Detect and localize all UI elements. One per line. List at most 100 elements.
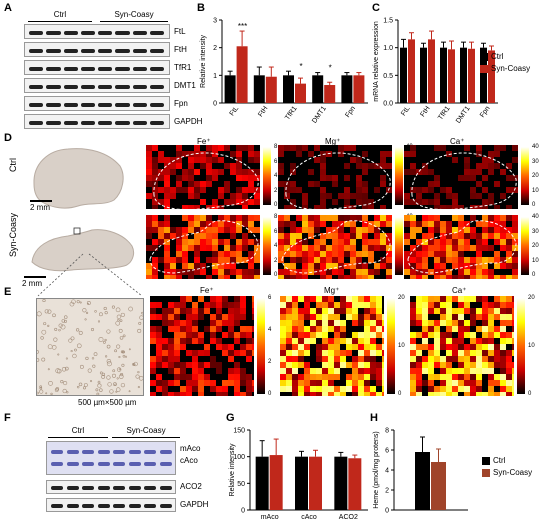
map-pixel [316, 326, 322, 332]
map-pixel [146, 269, 152, 275]
map-pixel [210, 320, 216, 326]
map-pixel [188, 175, 194, 181]
tissue-cell [63, 315, 68, 319]
map-pixel [458, 233, 464, 239]
map-pixel [320, 199, 326, 205]
blot-band [46, 84, 61, 89]
map-pixel [248, 251, 254, 257]
map-pixel [404, 251, 410, 257]
map-pixel [356, 275, 362, 279]
map-pixel [352, 368, 358, 374]
map-pixel [218, 187, 224, 193]
map-pixel [188, 181, 194, 187]
map-pixel [506, 392, 512, 396]
map-pixel [410, 269, 416, 275]
map-pixel [340, 338, 346, 344]
map-pixel [180, 302, 186, 308]
y-tick-label: 0 [385, 508, 389, 515]
map-pixel [500, 320, 506, 326]
map-pixel [278, 245, 284, 251]
map-pixel [470, 314, 476, 320]
map-pixel [382, 326, 384, 332]
map-pixel [298, 338, 304, 344]
tissue-cell [138, 376, 144, 381]
map-pixel [280, 380, 286, 386]
map-pixel [440, 362, 446, 368]
blot-band [51, 504, 63, 508]
map-pixel [352, 392, 358, 396]
map-pixel [404, 215, 410, 221]
map-pixel [356, 263, 362, 269]
map-pixel [194, 215, 200, 221]
map-pixel [434, 145, 440, 151]
map-pixel [218, 251, 224, 257]
map-pixel [326, 263, 332, 269]
map-pixel [488, 386, 494, 392]
map-pixel [476, 233, 482, 239]
map-pixel [352, 308, 358, 314]
bar-ctrl [283, 75, 294, 103]
map-pixel [252, 302, 254, 308]
map-pixel [332, 269, 338, 275]
map-pixel [284, 145, 290, 151]
map-pixel [170, 275, 176, 279]
map-pixel [218, 221, 224, 227]
map-pixel [212, 221, 218, 227]
map-pixel [338, 245, 344, 251]
map-pixel [494, 275, 500, 279]
map-pixel [428, 320, 434, 326]
map-pixel [370, 356, 376, 362]
map-pixel [218, 269, 224, 275]
map-pixel [344, 233, 350, 239]
map-pixel [302, 245, 308, 251]
map-pixel [370, 296, 376, 302]
map-pixel [464, 275, 470, 279]
map-pixel [204, 362, 210, 368]
map-pixel [512, 338, 514, 344]
map-pixel [338, 227, 344, 233]
map-pixel [278, 227, 284, 233]
map-pixel [368, 239, 374, 245]
map-pixel [386, 163, 392, 169]
map-pixel [506, 374, 512, 380]
map-pixel [278, 163, 284, 169]
map-pixel [488, 368, 494, 374]
map-pixel [334, 308, 340, 314]
blot-strip-gapdh [24, 114, 170, 129]
map-pixel [428, 251, 434, 257]
map-pixel [186, 338, 192, 344]
map-pixel [240, 326, 246, 332]
map-pixel [340, 362, 346, 368]
map-pixel [500, 275, 506, 279]
map-pixel [180, 344, 186, 350]
tissue-cell [115, 307, 121, 313]
map-pixel [434, 215, 440, 221]
map-pixel [512, 251, 518, 257]
map-pixel [506, 233, 512, 239]
map-pixel [298, 320, 304, 326]
map-pixel [278, 251, 284, 257]
tissue-cell [68, 338, 73, 343]
map-pixel [404, 257, 410, 263]
map-pixel [370, 386, 376, 392]
map-pixel [146, 193, 152, 199]
map-pixel [280, 368, 286, 374]
map-pixel [458, 269, 464, 275]
map-pixel [458, 344, 464, 350]
map-pixel [512, 380, 514, 386]
map-pixel [506, 296, 512, 302]
map-pixel [236, 257, 242, 263]
map-pixel [278, 239, 284, 245]
map-pixel [152, 257, 158, 263]
map-pixel [422, 263, 428, 269]
map-pixel [500, 338, 506, 344]
map-pixel [358, 344, 364, 350]
map-pixel [362, 245, 368, 251]
map-pixel [224, 245, 230, 251]
map-pixel [458, 251, 464, 257]
map-pixel [234, 332, 240, 338]
map-pixel [248, 275, 254, 279]
map-pixel [304, 314, 310, 320]
colorbar-tick-label: 4 [274, 243, 278, 249]
map-pixel [164, 239, 170, 245]
